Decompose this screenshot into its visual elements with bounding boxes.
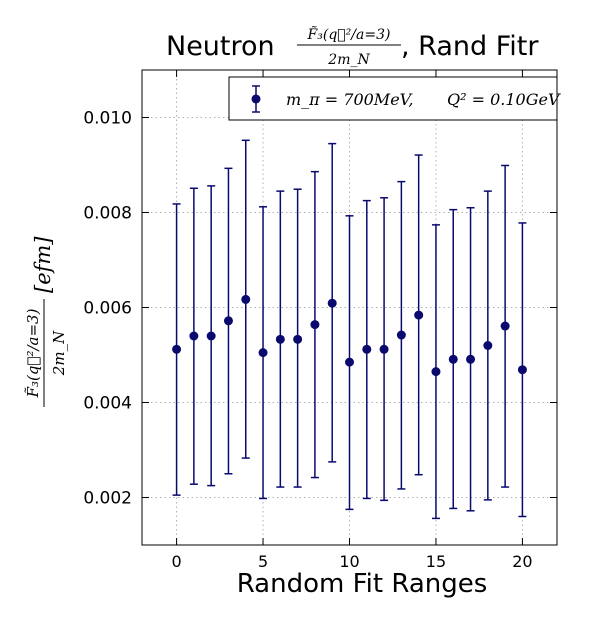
data-point	[396, 180, 406, 490]
data-point-marker	[275, 334, 285, 344]
data-point-marker	[206, 331, 216, 341]
data-point	[448, 208, 458, 510]
chart-title-fraction-numerator: F̃₃(q⃗²/a=3)	[307, 25, 391, 43]
data-point-marker	[379, 344, 389, 354]
data-point-marker	[172, 344, 182, 354]
data-point-marker	[241, 294, 251, 304]
x-tick-label: 5	[258, 552, 268, 571]
data-point-marker	[466, 354, 476, 364]
data-point-marker	[448, 354, 458, 364]
data-point-marker	[258, 348, 268, 358]
y-axis-label-unit: [efm]	[31, 236, 55, 293]
data-point	[223, 167, 233, 475]
y-tick-label: 0.008	[83, 204, 132, 224]
legend-label-mass: m_π = 700MeV,	[286, 90, 414, 109]
data-point-marker	[500, 321, 510, 331]
x-tick-label: 10	[339, 552, 359, 571]
data-point-marker	[223, 316, 233, 326]
data-point	[241, 139, 251, 459]
chart-title-suffix: , Rand Fitr	[401, 31, 539, 62]
data-point-marker	[517, 365, 527, 375]
data-point-marker	[396, 330, 406, 340]
y-axis-label-fraction-numerator: F̃₃(q⃗²/a=3)	[24, 308, 42, 398]
data-point	[172, 203, 182, 496]
y-tick-label: 0.002	[83, 489, 132, 509]
x-tick-label: 0	[171, 552, 181, 571]
data-point	[414, 154, 424, 476]
y-tick-label: 0.010	[83, 109, 132, 129]
legend-box	[228, 76, 558, 121]
y-axis-label-fraction-denominator: 2m_N	[50, 330, 68, 376]
data-point-marker	[310, 320, 320, 330]
legend: m_π = 700MeV, Q² = 0.10GeV	[228, 76, 561, 121]
y-axis-ticks: 0.002 0.004 0.006 0.008 0.010	[83, 109, 557, 509]
data-point-marker	[362, 344, 372, 354]
data-point	[517, 222, 527, 518]
data-point	[189, 187, 199, 485]
data-point	[379, 197, 389, 502]
data-point	[293, 188, 303, 488]
data-point	[206, 185, 216, 487]
chart-title-prefix: Neutron	[166, 31, 275, 62]
data-point	[310, 170, 320, 479]
chart-title-fraction-denominator: 2m_N	[327, 52, 370, 68]
x-axis-label: Random Fit Ranges	[237, 569, 488, 599]
data-point-marker	[189, 331, 199, 341]
data-series	[172, 139, 527, 520]
x-tick-label: 20	[512, 552, 532, 571]
y-tick-label: 0.006	[83, 299, 132, 319]
data-point	[483, 190, 493, 501]
data-point-marker	[483, 341, 493, 350]
y-tick-label: 0.004	[83, 394, 132, 414]
x-tick-label: 15	[426, 552, 446, 571]
data-point-marker	[327, 298, 337, 308]
data-point	[466, 207, 476, 512]
data-point-marker	[293, 334, 303, 344]
legend-label-q2: Q² = 0.10GeV	[447, 90, 561, 109]
y-axis-label: F̃₃(q⃗²/a=3) 2m_N [efm]	[24, 236, 68, 407]
data-point	[431, 224, 441, 520]
data-point	[327, 142, 337, 463]
x-axis-ticks: 0 5 10 15 20	[171, 70, 533, 571]
data-point	[345, 215, 354, 511]
data-point	[500, 164, 510, 488]
data-point-marker	[431, 367, 441, 377]
data-point	[275, 190, 285, 488]
data-point-marker	[414, 310, 424, 320]
data-point	[362, 199, 372, 500]
chart-title: Neutron F̃₃(q⃗²/a=3) 2m_N , Rand Fitr	[166, 25, 539, 68]
data-point	[258, 206, 268, 500]
data-point-marker	[345, 357, 354, 367]
legend-marker	[251, 85, 261, 113]
